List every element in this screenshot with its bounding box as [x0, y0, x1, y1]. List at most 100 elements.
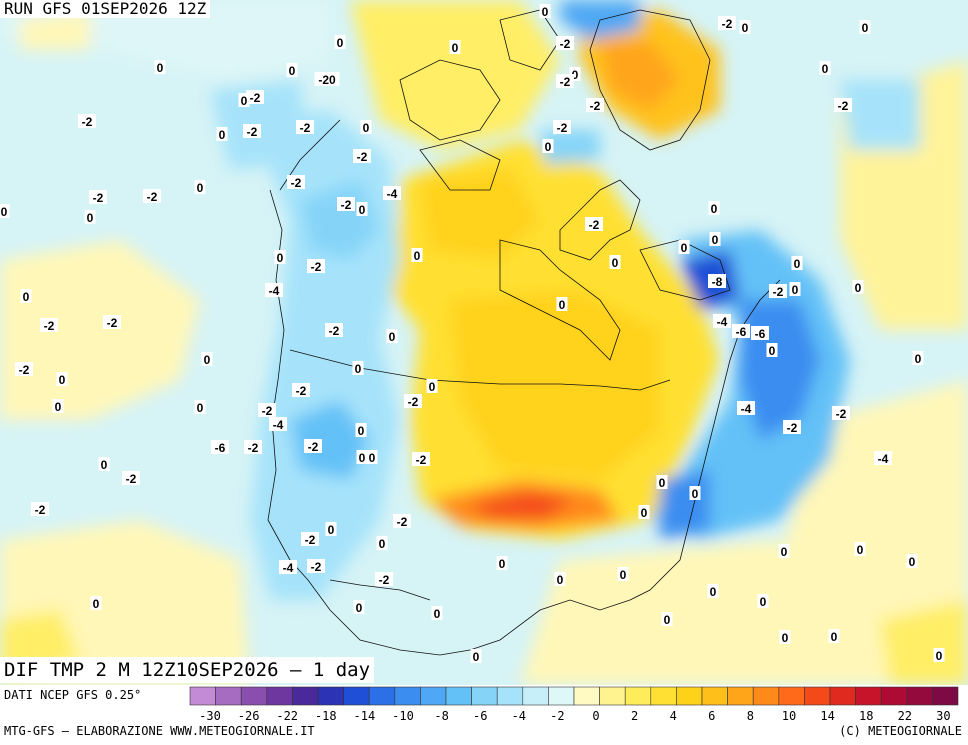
- map-value-label: -2: [560, 75, 571, 89]
- map-value-label-background: [307, 259, 325, 273]
- map-value-label-background: [376, 536, 388, 550]
- map-value-label: 0: [369, 451, 376, 465]
- map-value-label-background: [757, 594, 769, 608]
- map-value-label-background: [431, 606, 443, 620]
- map-value-label: -8: [712, 275, 723, 289]
- map-value-label-background: [783, 420, 801, 434]
- map-value-label-background: [819, 61, 831, 75]
- map-value-label-background: [304, 439, 322, 453]
- map-value-label-background: [585, 217, 603, 231]
- map-value-label: 0: [760, 595, 767, 609]
- map-value-label: -2: [93, 191, 104, 205]
- map-value-label-background: [296, 120, 314, 134]
- map-value-label-background: [832, 406, 850, 420]
- map-value-label: -2: [341, 198, 352, 212]
- map-value-label: -2: [311, 260, 322, 274]
- map-value-label: -2: [247, 125, 258, 139]
- map-value-label: -20: [318, 73, 336, 87]
- map-value-label: -2: [300, 121, 311, 135]
- map-value-label: 0: [93, 597, 100, 611]
- map-value-label: -2: [838, 99, 849, 113]
- map-value-label-background: [709, 232, 721, 246]
- map-value-label: 0: [711, 202, 718, 216]
- map-value-label-background: [617, 567, 629, 581]
- map-value-label: -2: [291, 176, 302, 190]
- map-value-label-background: [15, 362, 33, 376]
- map-value-label: 0: [664, 613, 671, 627]
- map-value-label: 0: [359, 203, 366, 217]
- map-value-label-background: [52, 399, 64, 413]
- map-value-label-background: [449, 40, 461, 54]
- map-value-label-background: [78, 114, 96, 128]
- map-value-label-background: [301, 532, 319, 546]
- map-value-label: 0: [87, 211, 94, 225]
- map-value-label-background: [713, 314, 731, 328]
- map-value-label: 0: [101, 458, 108, 472]
- valid-time-title: DIF TMP 2 M 12Z10SEP2026 — 1 day: [0, 657, 375, 683]
- map-value-label-background: [383, 186, 401, 200]
- run-title: RUN GFS 01SEP2026 12Z: [0, 0, 211, 18]
- map-value-label: 0: [681, 241, 688, 255]
- map-value-label: 0: [557, 573, 564, 587]
- map-value-label: -2: [397, 515, 408, 529]
- map-value-label: 0: [328, 523, 335, 537]
- map-value-label: 0: [241, 94, 248, 108]
- map-value-label: -2: [787, 421, 798, 435]
- map-value-label-background: [334, 35, 346, 49]
- map-value-label-background: [143, 189, 161, 203]
- map-value-label: 0: [197, 181, 204, 195]
- map-value-label-background: [569, 67, 581, 81]
- map-value-label-background: [356, 450, 368, 464]
- map-value-label: 0: [712, 233, 719, 247]
- map-value-label: 0: [59, 373, 66, 387]
- map-value-label: 0: [277, 251, 284, 265]
- map-value-label-background: [912, 351, 924, 365]
- map-value-label-background: [292, 383, 310, 397]
- map-value-label-background: [40, 318, 58, 332]
- map-value-label: -4: [878, 452, 889, 466]
- map-value-label: -2: [296, 384, 307, 398]
- map-value-label: -2: [416, 453, 427, 467]
- map-value-label-background: [933, 648, 945, 662]
- map-value-label-background: [393, 514, 411, 528]
- map-value-label-background: [656, 475, 668, 489]
- map-value-label: 0: [542, 5, 549, 19]
- map-value-label: -2: [560, 37, 571, 51]
- map-value-label: 0: [1, 205, 8, 219]
- map-value-label: -2: [357, 150, 368, 164]
- map-value-label-background: [325, 323, 343, 337]
- map-value-label-background: [274, 250, 286, 264]
- map-value-label: 0: [659, 476, 666, 490]
- map-value-label-background: [258, 403, 276, 417]
- map-value-label-background: [718, 16, 736, 30]
- map-value-label: 0: [434, 607, 441, 621]
- map-value-label: -4: [387, 187, 398, 201]
- map-value-label: -2: [329, 324, 340, 338]
- map-value-label-background: [542, 139, 554, 153]
- map-value-label-background: [307, 559, 325, 573]
- map-value-label-background: [834, 98, 852, 112]
- map-value-label-background: [404, 394, 422, 408]
- map-value-label-background: [556, 74, 574, 88]
- data-source-text: DATI NCEP GFS 0.25°: [4, 688, 142, 702]
- map-value-label-background: [556, 36, 574, 50]
- map-value-labels: -20-20-200-200-2 00 -200-20-2-2-2 0 0-20-20-…: [0, 4, 945, 664]
- map-value-label-background: [411, 248, 423, 262]
- anomaly-field: [0, 0, 968, 685]
- map-value-label: 0: [862, 21, 869, 35]
- map-value-label: -2: [408, 395, 419, 409]
- map-value-label: 0: [355, 362, 362, 376]
- map-value-label-background: [426, 379, 438, 393]
- map-value-label: 0: [473, 650, 480, 664]
- map-value-label-background: [352, 361, 364, 375]
- map-value-label: -2: [44, 319, 55, 333]
- map-value-label-background: [211, 440, 229, 454]
- map-value-label: -6: [755, 327, 766, 341]
- map-value-label: 0: [781, 545, 788, 559]
- map-value-label-background: [778, 544, 790, 558]
- map-value-label-background: [314, 72, 340, 86]
- map-value-label-background: [828, 629, 840, 643]
- map-value-label-background: [98, 457, 110, 471]
- map-value-label: -2: [589, 218, 600, 232]
- map-value-label: -2: [308, 440, 319, 454]
